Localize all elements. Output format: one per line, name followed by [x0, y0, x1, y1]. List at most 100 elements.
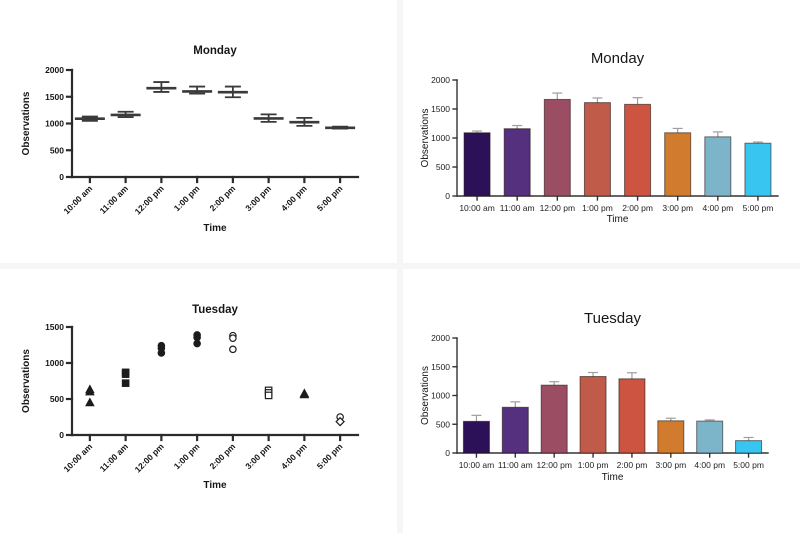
x-axis-label: Time	[602, 472, 624, 483]
error-bar	[672, 127, 683, 133]
circle-filled-marker	[193, 333, 201, 342]
y-axis-label: Observations	[21, 349, 32, 413]
bar-4:00 pm	[704, 136, 732, 197]
mean-errorbar-1:00 pm	[182, 85, 213, 95]
mean-errorbar-2:00 pm	[217, 85, 248, 99]
error-bar	[712, 131, 723, 137]
y-tick-label: 1000	[431, 391, 450, 401]
bar-10:00 am	[462, 420, 490, 454]
x-tick-label: 10:00 am	[459, 203, 494, 213]
mean-errorbar-4:00 pm	[289, 116, 320, 127]
bar-12:00 pm	[543, 98, 571, 197]
y-axis-label: Observations	[420, 109, 431, 168]
circle-filled-marker	[193, 339, 201, 348]
y-tick-label: 500	[50, 394, 64, 404]
bar-3:00 pm	[657, 420, 685, 454]
x-tick-label: 5:00 pm	[743, 203, 774, 213]
bar-5:00 pm	[744, 142, 772, 197]
error-bar	[552, 92, 563, 100]
tuesday-scatter-chart: 0 500 1000 1500 10:00 am 11:00 am 12:00 pm 1:00…	[21, 304, 360, 491]
y-tick-label: 1500	[431, 362, 450, 372]
triangle-filled-marker	[85, 397, 95, 407]
circle-open-marker	[229, 334, 237, 342]
error-bar	[588, 371, 599, 377]
x-axis-label: Time	[203, 223, 227, 234]
x-tick-label: 1:00 pm	[582, 203, 613, 213]
x-tick-label: 11:00 am	[98, 441, 131, 474]
y-tick-label: 500	[50, 145, 64, 155]
bar-2:00 pm	[624, 103, 652, 197]
monday-mean-errorbar-chart: 0 500 1000 1500 2000 10:00 am 11:00 am 12:00 pm…	[21, 45, 360, 234]
error-bar	[471, 414, 482, 422]
circle-filled-marker	[157, 349, 166, 357]
error-bar	[549, 381, 560, 386]
x-tick-label: 4:00 pm	[694, 460, 725, 470]
x-tick-label: 3:00 pm	[662, 203, 693, 213]
horizontal-panel-divider	[0, 263, 800, 269]
x-tick-label: 12:00 pm	[133, 441, 166, 474]
chart-title: Monday	[193, 45, 237, 57]
x-tick-label: 3:00 pm	[243, 183, 273, 213]
y-axis-label: Observations	[420, 366, 431, 425]
x-tick-label: 11:00 am	[98, 183, 131, 216]
x-tick-label: 5:00 pm	[315, 183, 345, 213]
y-tick-label: 1000	[431, 133, 450, 143]
error-bar	[510, 401, 521, 408]
mean-errorbar-11:00 am	[110, 110, 141, 118]
x-tick-label: 1:00 pm	[578, 460, 609, 470]
circle-open-marker	[229, 345, 237, 354]
y-tick-label: 0	[445, 448, 450, 458]
x-tick-label: 11:00 am	[498, 460, 533, 470]
error-bar	[743, 436, 754, 441]
square-filled-marker	[121, 379, 130, 387]
y-tick-label: 1000	[45, 119, 64, 129]
tuesday-scatter-panel: 0 500 1000 1500 10:00 am 11:00 am 12:00 pm 1:00…	[0, 266, 400, 533]
y-tick-label: 0	[59, 430, 64, 440]
x-tick-label: 3:00 pm	[243, 441, 273, 471]
y-tick-label: 500	[436, 419, 450, 429]
bar-1:00 pm	[583, 102, 611, 197]
error-bar	[632, 97, 643, 105]
x-tick-label: 2:00 pm	[622, 203, 653, 213]
x-tick-label: 2:00 pm	[208, 183, 238, 213]
bar-11:00 am	[501, 406, 529, 454]
y-tick-label: 2000	[45, 65, 64, 75]
triangle-filled-marker	[299, 389, 310, 399]
x-tick-label: 4:00 pm	[279, 183, 309, 213]
error-bar	[592, 97, 603, 103]
tuesday-bar-chart: 0 500 1000 1500 2000 10:00 am 11:00 am 12:00 pm…	[420, 310, 769, 483]
x-tick-label: 3:00 pm	[655, 460, 686, 470]
axes	[65, 68, 360, 184]
y-tick-label: 1000	[45, 358, 64, 368]
y-tick-label: 0	[59, 172, 64, 182]
x-tick-label: 12:00 pm	[133, 183, 166, 216]
bar-5:00 pm	[735, 440, 763, 454]
x-tick-label: 12:00 pm	[540, 203, 575, 213]
square-filled-marker	[121, 370, 130, 378]
bar-11:00 am	[503, 128, 531, 197]
x-tick-label: 1:00 pm	[172, 183, 202, 213]
mean-errorbar-3:00 pm	[253, 113, 284, 123]
x-tick-label: 5:00 pm	[315, 441, 345, 471]
x-tick-label: 10:00 am	[61, 183, 94, 216]
x-axis-label: Time	[203, 480, 227, 491]
chart-title: Monday	[591, 50, 645, 67]
x-tick-label: 2:00 pm	[208, 441, 238, 471]
monday-errorbar-panel: 0 500 1000 1500 2000 10:00 am 11:00 am 12:00 pm…	[0, 0, 400, 266]
x-tick-label: 1:00 pm	[172, 441, 202, 471]
error-bar	[626, 372, 637, 379]
square-open-marker	[264, 391, 273, 400]
bar-3:00 pm	[664, 132, 692, 197]
x-tick-label: 5:00 pm	[733, 460, 764, 470]
x-tick-label: 10:00 am	[459, 460, 494, 470]
x-tick-label: 11:00 am	[500, 203, 535, 213]
mean-errorbar-12:00 pm	[146, 81, 177, 93]
bar-4:00 pm	[696, 420, 724, 454]
triangle-filled-marker	[85, 386, 95, 396]
mean-errorbar-5:00 pm	[325, 125, 356, 130]
x-tick-label: 4:00 pm	[702, 203, 733, 213]
monday-bar-chart: 0 500 1000 1500 2000 10:00 am 11:00 am 12:00 pm…	[420, 50, 779, 225]
bar-2:00 pm	[618, 378, 646, 454]
y-tick-label: 1500	[45, 92, 64, 102]
